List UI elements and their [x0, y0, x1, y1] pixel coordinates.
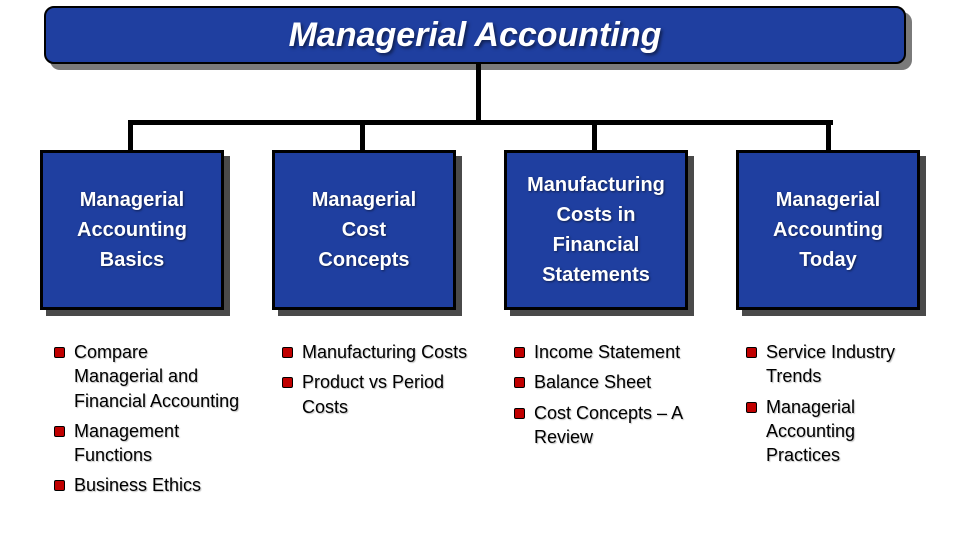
bullet-item: Product vs Period Costs [280, 370, 470, 419]
title-bar: Managerial Accounting [44, 6, 906, 64]
bullet-item: Cost Concepts – A Review [512, 401, 702, 450]
bullet-item: Business Ethics [52, 473, 242, 497]
sub-box-0: ManagerialAccountingBasics [40, 150, 224, 310]
connector-segment [360, 120, 365, 150]
sub-box-label: ManufacturingCosts inFinancialStatements [527, 170, 665, 290]
connector-segment [592, 120, 597, 150]
title-text: Managerial Accounting [289, 16, 662, 55]
sub-box-label: ManagerialAccountingToday [773, 185, 883, 275]
connector-segment [826, 120, 831, 150]
bullet-item: Service Industry Trends [744, 340, 934, 389]
sub-box-label: ManagerialCostConcepts [312, 185, 416, 275]
bullet-column-1: Manufacturing Costs Product vs Period Cos… [280, 340, 470, 425]
sub-box-1: ManagerialCostConcepts [272, 150, 456, 310]
sub-box-label: ManagerialAccountingBasics [77, 185, 187, 275]
connector-segment [476, 64, 481, 125]
bullet-column-2: Income Statement Balance Sheet Cost Concep… [512, 340, 702, 455]
sub-box-3: ManagerialAccountingToday [736, 150, 920, 310]
bullet-item: Management Functions [52, 419, 242, 468]
bullet-column-3: Service Industry Trends Managerial Accoun… [744, 340, 934, 473]
bullet-column-0: Compare Managerial and Financial Account… [52, 340, 242, 504]
bullet-item: Managerial Accounting Practices [744, 395, 934, 468]
bullet-item: Balance Sheet [512, 370, 702, 394]
sub-box-2: ManufacturingCosts inFinancialStatements [504, 150, 688, 310]
bullet-item: Compare Managerial and Financial Account… [52, 340, 242, 413]
connector-segment [128, 120, 133, 150]
connector-segment [128, 120, 833, 125]
bullet-item: Income Statement [512, 340, 702, 364]
bullet-item: Manufacturing Costs [280, 340, 470, 364]
